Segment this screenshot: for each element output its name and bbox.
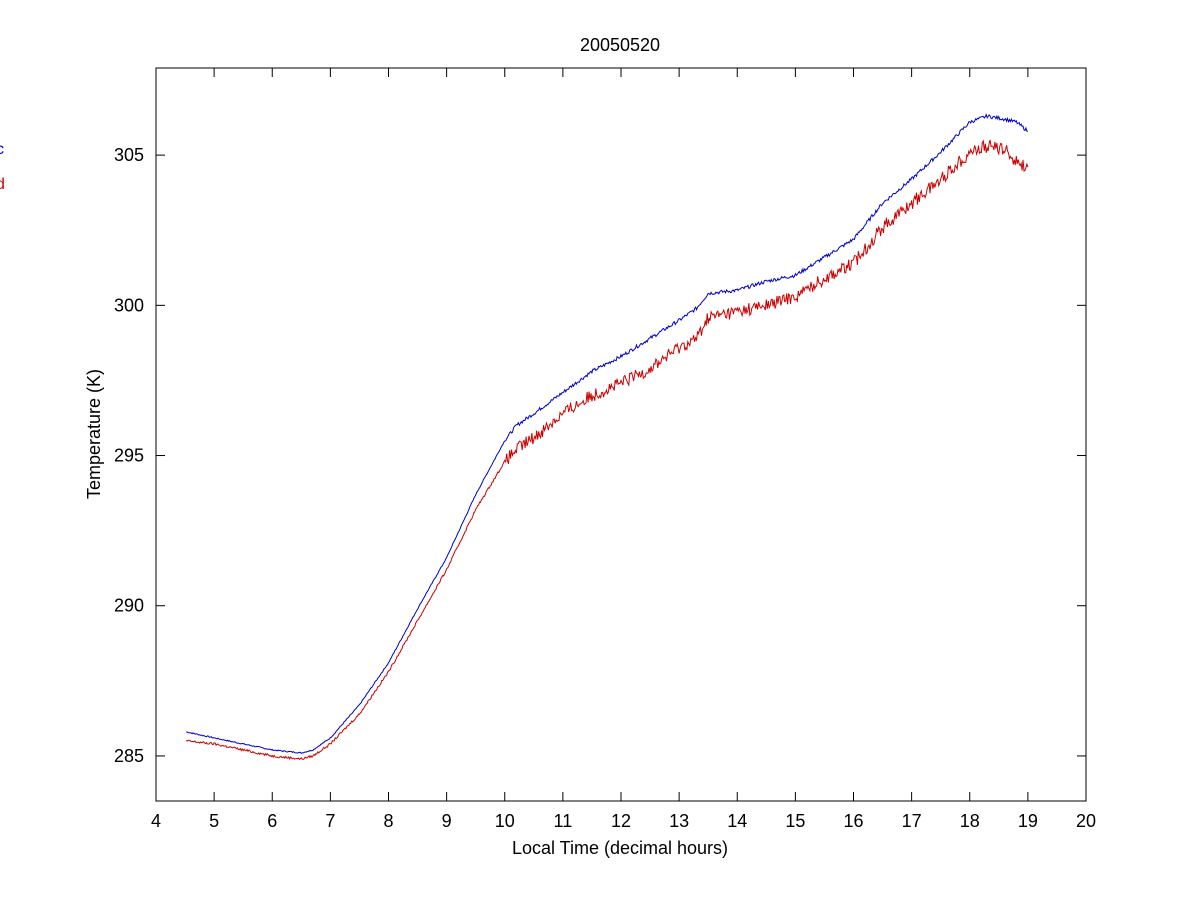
x-tick-label: 16 [843, 811, 863, 831]
plot-area [156, 68, 1086, 801]
x-tick-label: 10 [495, 811, 515, 831]
x-tick-label: 13 [669, 811, 689, 831]
x-tick-label: 11 [554, 811, 573, 831]
legend-label-d: d [0, 176, 5, 193]
series-lines [185, 113, 1029, 761]
y-tick-label: 300 [114, 295, 144, 315]
x-tick-label: 20 [1076, 811, 1096, 831]
x-tick-label: 14 [727, 811, 747, 831]
x-axis-ticks: 4 5 6 7 8 9 10 11 12 13 14 15 16 17 18 19 20 [151, 68, 1096, 831]
x-tick-label: 5 [209, 811, 219, 831]
x-tick-label: 4 [151, 811, 161, 831]
legend-label-c: c [0, 141, 4, 158]
x-tick-label: 19 [1018, 811, 1038, 831]
x-tick-label: 9 [442, 811, 452, 831]
y-tick-label: 295 [114, 446, 144, 466]
y-tick-label: 290 [114, 596, 144, 616]
y-tick-label: 285 [114, 746, 144, 766]
series-line-d [185, 139, 1029, 761]
y-tick-label: 305 [114, 145, 144, 165]
y-axis-ticks: 285 290 295 300 305 [114, 145, 1086, 766]
chart-title: 20050520 [580, 35, 660, 55]
x-tick-label: 18 [960, 811, 980, 831]
series-line-c [186, 113, 1028, 755]
y-axis-title: Temperature (K) [84, 369, 104, 499]
legend: cd [0, 141, 5, 193]
x-tick-label: 8 [383, 811, 393, 831]
x-tick-label: 12 [611, 811, 631, 831]
x-tick-label: 17 [902, 811, 922, 831]
x-tick-label: 15 [785, 811, 805, 831]
x-tick-label: 7 [325, 811, 335, 831]
x-tick-label: 6 [267, 811, 277, 831]
x-axis-title: Local Time (decimal hours) [512, 838, 728, 858]
